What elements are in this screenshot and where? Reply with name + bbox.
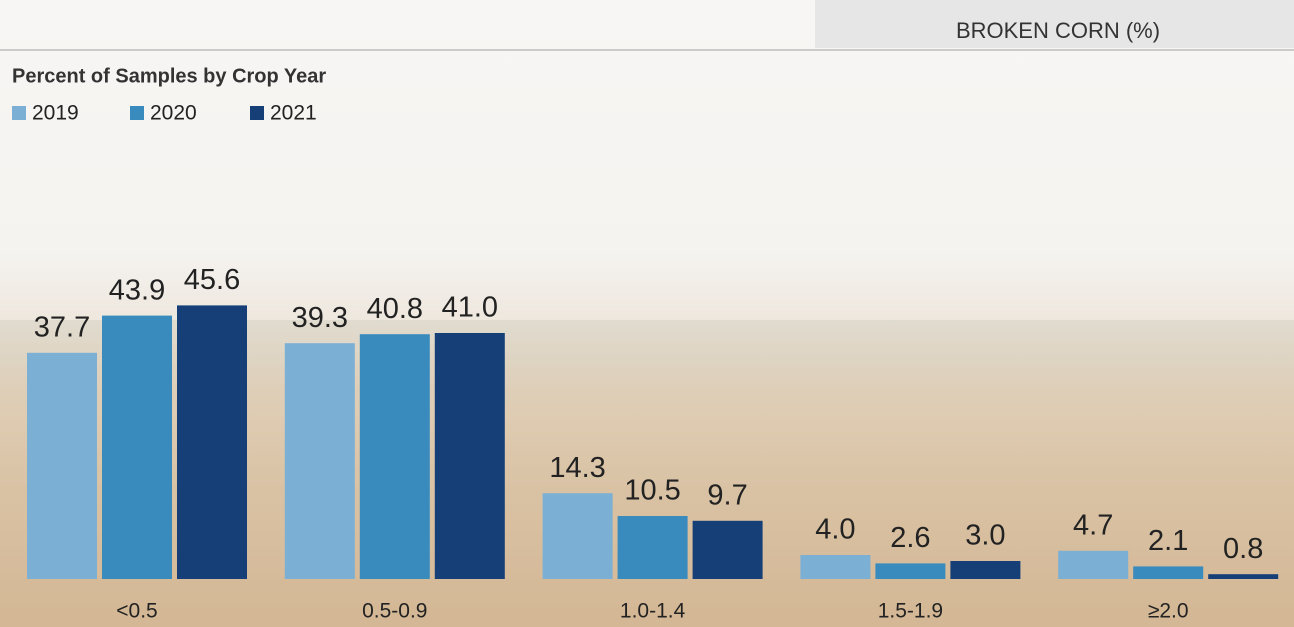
value-label: 43.9 <box>109 274 165 306</box>
chart-title: Percent of Samples by Crop Year <box>12 65 326 87</box>
legend-label: 2019 <box>32 102 79 125</box>
value-label: 2.1 <box>1148 525 1188 557</box>
value-label: 39.3 <box>292 302 348 334</box>
value-label: 4.7 <box>1073 509 1113 541</box>
legend-swatch <box>12 106 26 120</box>
legend-label: 2021 <box>270 102 317 125</box>
bar <box>617 516 688 579</box>
bar <box>359 334 430 579</box>
bar <box>27 352 97 579</box>
bar <box>1208 574 1279 579</box>
header-title: BROKEN CORN (%) <box>956 18 1160 43</box>
x-tick-label: 1.5-1.9 <box>878 600 943 623</box>
x-tick-label: ≥2.0 <box>1148 600 1189 623</box>
value-label: 37.7 <box>34 311 90 343</box>
value-label: 2.6 <box>890 522 930 554</box>
bar <box>177 305 247 579</box>
bar <box>1133 566 1204 579</box>
legend-swatch <box>250 106 264 120</box>
value-label: 0.8 <box>1223 533 1263 565</box>
value-label: 9.7 <box>707 479 747 511</box>
bar <box>434 333 505 579</box>
bar <box>692 520 763 579</box>
legend-label: 2020 <box>150 102 197 125</box>
value-label: 4.0 <box>815 514 855 546</box>
legend: 2019 2020 2021 <box>12 102 317 125</box>
bar <box>542 493 613 579</box>
value-label: 3.0 <box>965 520 1005 552</box>
value-label: 41.0 <box>442 292 498 324</box>
bar <box>950 561 1021 579</box>
bar <box>102 315 172 579</box>
x-tick-label: <0.5 <box>116 600 157 623</box>
bar <box>800 555 871 579</box>
value-label: 40.8 <box>367 293 423 325</box>
value-label: 45.6 <box>184 264 240 296</box>
x-tick-label: 0.5-0.9 <box>362 600 427 623</box>
value-label: 10.5 <box>624 475 680 507</box>
header-tab <box>815 0 1294 48</box>
bar <box>875 563 946 579</box>
bars: 37.7 43.9 45.6 <0.5 39.3 40.8 41.0 0.5-0.9 14.3 1… <box>27 264 1279 623</box>
x-tick-label: 1.0-1.4 <box>620 600 686 623</box>
bar <box>284 343 355 579</box>
bar <box>1058 550 1129 579</box>
legend-swatch <box>130 106 144 120</box>
value-label: 14.3 <box>549 452 605 484</box>
